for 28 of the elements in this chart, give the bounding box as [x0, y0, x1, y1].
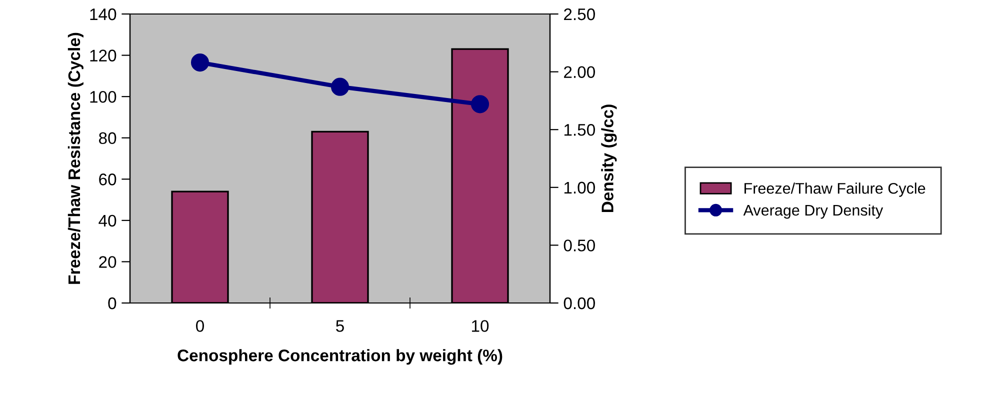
bar [171, 190, 229, 303]
bar [451, 48, 509, 303]
bar [311, 130, 369, 303]
point [190, 54, 210, 72]
point [470, 95, 490, 114]
y-tick-label: 40 [98, 214, 116, 227]
y2-tick-label: 2.50 [564, 8, 595, 20]
legend-label: Average Dry Density [743, 204, 884, 219]
x-tick-label: 0 [196, 320, 204, 332]
y2-tick-label: 1.00 [564, 182, 595, 194]
y-tick-label: 120 [90, 50, 116, 62]
y2-tick-label: 1.50 [564, 124, 595, 136]
y2-tick-label: 0.50 [564, 240, 595, 252]
y-tick-label: 100 [90, 90, 116, 103]
x-axis-title: Cenosphere Concentration by weight (%) [178, 349, 502, 365]
x-tick-label: 5 [336, 320, 344, 332]
y-axis-title: Freeze/Thaw Resistance (Cycle) [68, 32, 84, 284]
point [330, 78, 350, 96]
legend-label: Freeze/Thaw Failure Cycle [744, 182, 926, 197]
y-tick-label: 60 [99, 174, 116, 186]
x-tick-label: 10 [472, 320, 489, 332]
y2-axis-title: Density (g/cc) [601, 104, 617, 212]
y2-tick-label: 2.00 [564, 66, 595, 78]
y-tick-label: 20 [99, 256, 116, 268]
y-tick-label: 80 [98, 132, 116, 144]
y2-tick-label: 0.00 [564, 297, 595, 310]
y-tick-label: 0 [108, 297, 116, 310]
y-tick-label: 140 [90, 8, 116, 20]
